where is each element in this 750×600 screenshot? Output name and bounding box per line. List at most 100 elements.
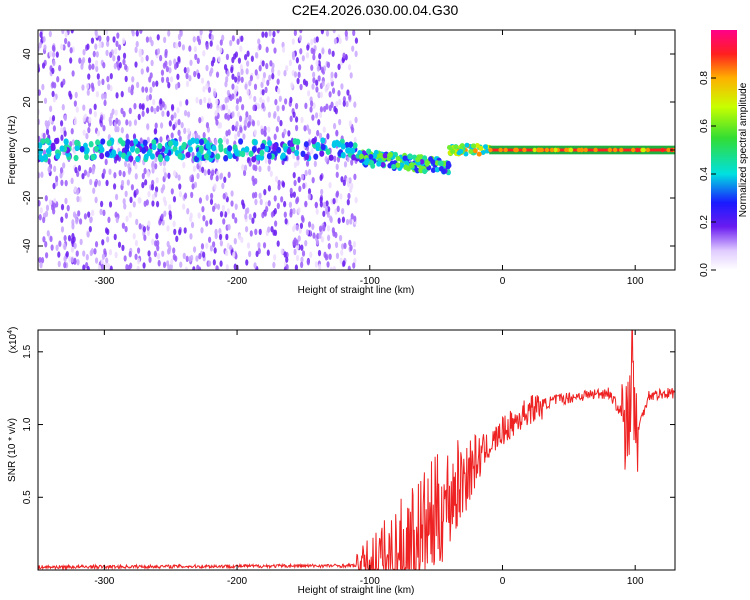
heatmap-cell <box>320 236 325 243</box>
heatmap-cell <box>135 155 141 163</box>
colorbar: 0.0 0.2 0.4 0.6 0.8 Normalized spectral ampl… <box>699 30 749 277</box>
heatmap-cell <box>241 103 245 111</box>
heatmap-cell <box>219 46 223 54</box>
heatmap-cell <box>87 57 92 64</box>
heatmap-cell <box>224 104 229 111</box>
heatmap-cell <box>209 40 213 47</box>
heatmap-cell <box>200 243 205 250</box>
heatmap-cell <box>224 249 229 257</box>
heatmap-cell <box>453 144 459 150</box>
heatmap-cell <box>142 226 147 233</box>
heatmap-cell <box>347 64 352 71</box>
heatmap-cell <box>177 129 181 136</box>
heatmap-cell <box>89 249 93 257</box>
colorbar-tick-label: 0.8 <box>699 71 710 85</box>
colorbar-gradient <box>711 30 737 270</box>
heatmap-cell <box>150 184 155 191</box>
heatmap-cell <box>301 55 305 62</box>
heatmap-cell <box>261 31 265 38</box>
heatmap-cell <box>245 259 249 266</box>
heatmap-cell <box>88 141 94 148</box>
heatmap-cell <box>97 180 102 187</box>
heatmap-cell <box>83 213 88 220</box>
heatmap-cell <box>258 43 262 51</box>
heatmap-cell <box>352 30 356 37</box>
heatmap-cell <box>267 111 272 118</box>
heatmap-cell <box>193 45 197 53</box>
heatmap-cell <box>150 106 154 113</box>
heatmap-cell <box>345 147 351 154</box>
heatmap-cell <box>172 247 176 254</box>
heatmap-cell <box>90 153 96 161</box>
heatmap-cell <box>120 127 124 134</box>
heatmap-cell <box>162 261 167 269</box>
heatmap-cell <box>283 70 287 77</box>
heatmap-cell <box>221 182 225 190</box>
heatmap-cell <box>341 216 346 223</box>
heatmap-cell <box>310 39 314 46</box>
heatmap-cell <box>326 82 330 89</box>
heatmap-cell <box>109 51 113 58</box>
heatmap-cell <box>141 103 145 111</box>
heatmap-cell <box>342 52 346 59</box>
heatmap-cell <box>125 215 129 223</box>
heatmap-cell <box>294 124 299 132</box>
heatmap-cell <box>159 54 163 62</box>
heatmap-cell <box>207 236 212 243</box>
heatmap-cell <box>332 265 336 270</box>
heatmap-cell <box>249 74 253 82</box>
heatmap-cell <box>219 39 223 46</box>
heatmap-cell <box>114 193 119 201</box>
heatmap-cell <box>217 137 223 145</box>
heatmap-cell <box>237 57 242 64</box>
heatmap-cell <box>281 46 286 53</box>
heatmap-cell <box>38 214 42 221</box>
colorbar-tick-label: 0.4 <box>699 167 710 181</box>
heatmap-cell <box>333 105 337 113</box>
heatmap-cell <box>74 91 78 99</box>
heatmap-cell <box>211 169 215 176</box>
heatmap-cell <box>133 102 137 110</box>
heatmap-cell <box>143 234 147 241</box>
heatmap-cell <box>354 116 358 124</box>
heatmap-cell <box>335 190 340 197</box>
heatmap-cell <box>445 160 451 167</box>
heatmap-cell <box>297 71 301 79</box>
heatmap-cell <box>303 125 307 132</box>
heatmap-cell <box>161 76 165 83</box>
heatmap-cell <box>99 152 105 160</box>
heatmap-cell <box>71 70 75 77</box>
heatmap-cell <box>273 254 277 261</box>
heatmap-cell <box>274 220 278 227</box>
heatmap-cell <box>104 30 109 35</box>
heatmap-cell <box>73 257 77 265</box>
heatmap-cell <box>246 207 250 214</box>
heatmap-cell <box>133 119 138 126</box>
heatmap-cell <box>168 120 172 127</box>
heatmap-cell <box>332 197 336 205</box>
heatmap-cell <box>294 116 299 123</box>
heatmap-cell <box>298 227 302 234</box>
heatmap-cell <box>146 123 150 130</box>
heatmap-cell <box>324 86 328 93</box>
heatmap-cell <box>281 104 285 112</box>
heatmap-cell <box>349 218 353 225</box>
heatmap-cell <box>115 216 119 224</box>
heatmap-cell <box>44 241 48 248</box>
heatmap-cell <box>38 89 41 96</box>
heatmap-cell <box>170 103 175 111</box>
heatmap-cell <box>253 83 258 91</box>
heatmap-cell <box>225 233 229 241</box>
heatmap-cell <box>318 232 322 239</box>
heatmap-cell <box>149 86 153 94</box>
heatmap-cell <box>318 225 323 232</box>
heatmap-cell <box>155 233 159 240</box>
heatmap-cell <box>317 75 321 82</box>
spectrogram-y-tick-label: -20 <box>22 190 33 205</box>
heatmap-cell <box>187 146 193 153</box>
heatmap-cell <box>159 136 163 143</box>
heatmap-cell <box>185 99 189 106</box>
heatmap-cell <box>88 63 92 71</box>
heatmap-cell <box>160 69 165 76</box>
heatmap-cell <box>60 216 64 223</box>
